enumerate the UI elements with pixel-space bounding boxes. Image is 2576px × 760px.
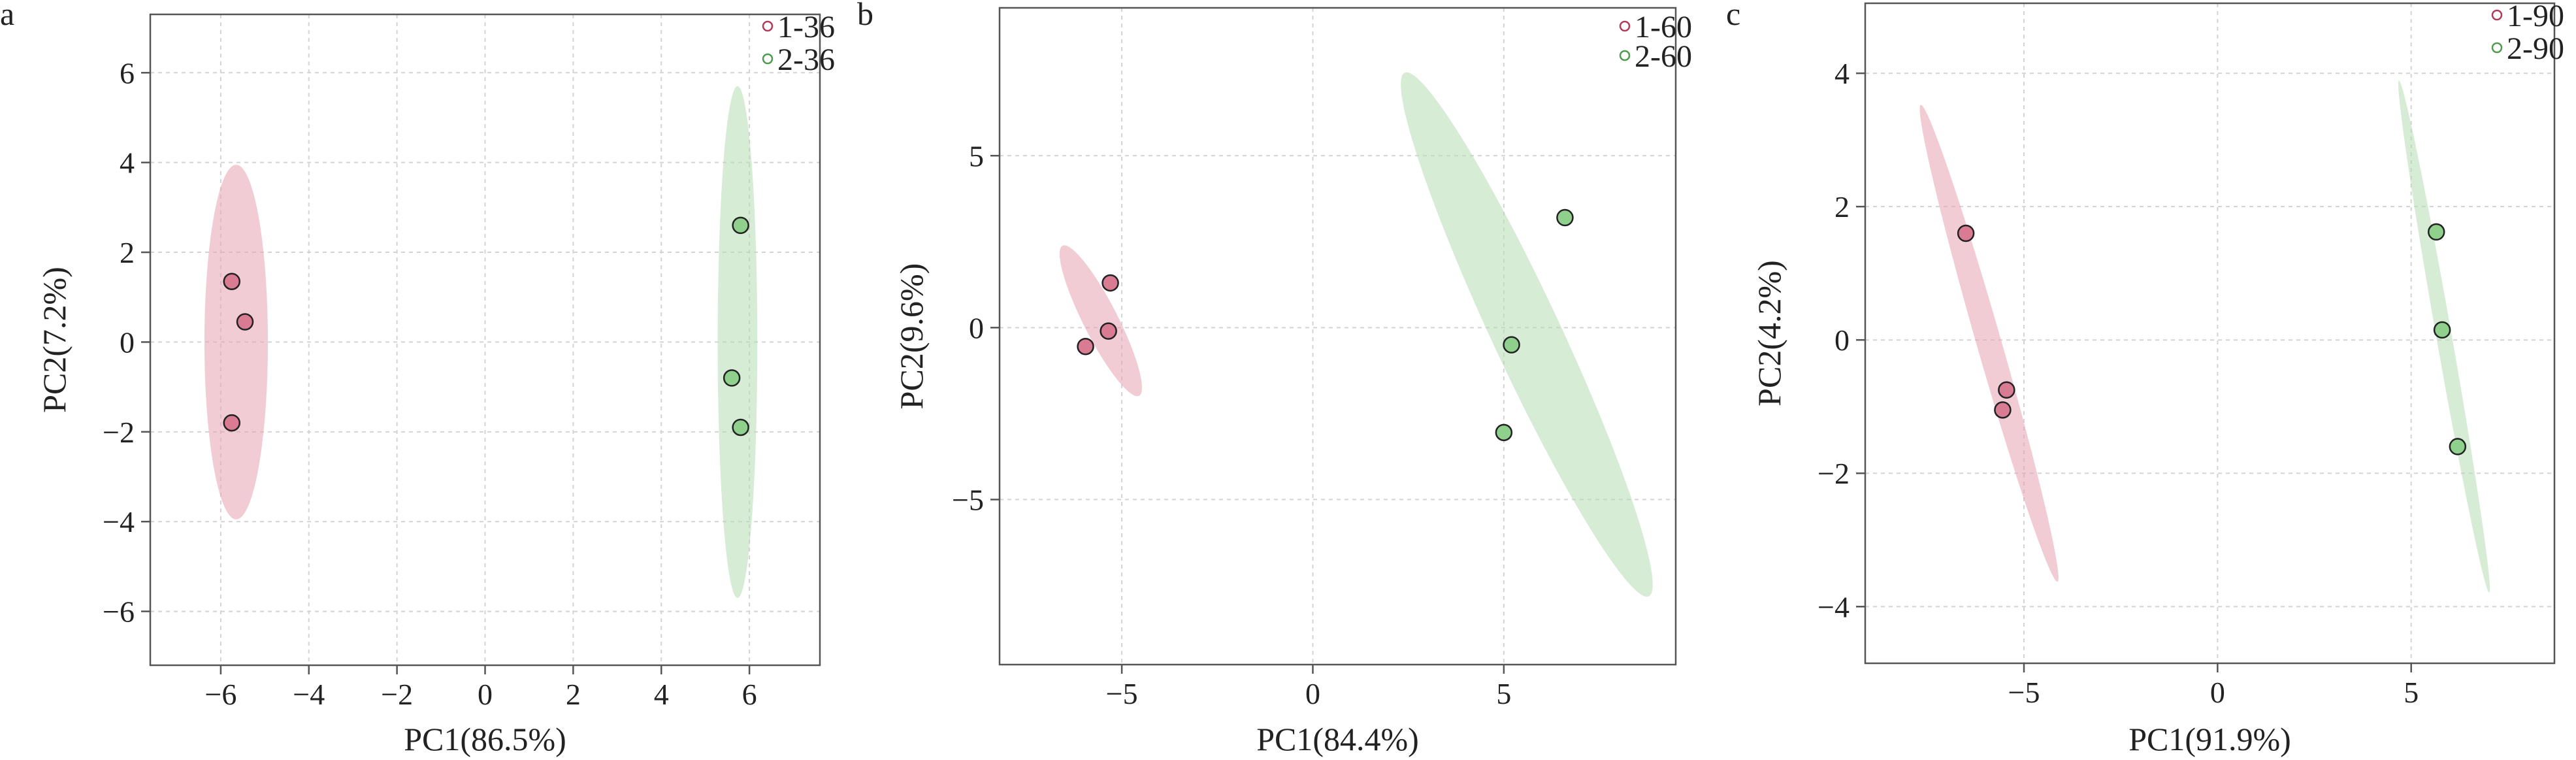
data-point-1-90 xyxy=(1957,224,1975,242)
legend-marker-1-60 xyxy=(1619,20,1631,32)
x-tick-label: −5 xyxy=(2008,676,2040,709)
legend-marker-2-60 xyxy=(1619,50,1631,61)
data-point-2-60 xyxy=(1503,336,1520,354)
y-tick-label: −5 xyxy=(952,483,984,516)
y-tick-label: −2 xyxy=(103,416,135,449)
x-tick-label: 0 xyxy=(2210,676,2225,709)
x-tick-label: −4 xyxy=(293,678,325,711)
legend-marker-1-90 xyxy=(2491,9,2503,21)
x-tick-label: 0 xyxy=(478,678,493,711)
y-axis-title: PC2(7.2%) xyxy=(36,267,73,413)
data-point-2-36 xyxy=(732,418,749,437)
panel-letter: c xyxy=(1726,0,1740,32)
legend: 1-362-36 xyxy=(762,10,835,77)
data-point-1-60 xyxy=(1077,338,1094,355)
x-tick-label: 0 xyxy=(1305,677,1320,710)
x-tick-label: 5 xyxy=(1496,677,1511,710)
pca-panel-b: b −5 0 5 −5 0 5 PC1(84.4%) PC2(9.6%) 1-602-60 xyxy=(857,0,1692,757)
legend-label-2-36: 2-36 xyxy=(777,42,835,77)
data-point-2-90 xyxy=(2427,223,2445,241)
y-tick-label: −4 xyxy=(103,505,135,538)
legend-marker-1-36 xyxy=(762,20,774,32)
x-tick-label: −2 xyxy=(381,678,413,711)
y-axis-title: PC2(4.2%) xyxy=(1751,260,1787,406)
confidence-ellipse-1-90 xyxy=(1919,105,2059,582)
data-point-2-60 xyxy=(1495,423,1513,442)
panel-letter: b xyxy=(857,0,873,32)
legend-marker-2-90 xyxy=(2491,42,2503,54)
x-tick-label: −6 xyxy=(204,678,236,711)
data-point-1-36 xyxy=(223,414,241,432)
data-point-1-36 xyxy=(236,313,254,331)
data-point-2-90 xyxy=(2449,438,2467,455)
y-tick-label: 4 xyxy=(120,146,135,180)
data-point-2-60 xyxy=(1556,208,1574,227)
data-point-2-36 xyxy=(723,369,741,387)
x-tick-label: 6 xyxy=(742,678,757,711)
x-tick-label: −5 xyxy=(1106,677,1138,710)
plot-frame xyxy=(998,7,1677,666)
legend: 1-902-90 xyxy=(2491,0,2564,66)
y-tick-label: 0 xyxy=(969,311,984,344)
pca-panel-a: a −6 −4 −2 0 2 4 6 −6 −4 −2 0 2 4 6 PC1(86.5%) PC2(7.2%)… xyxy=(0,0,835,757)
y-tick-label: 0 xyxy=(1834,323,1850,357)
x-axis-title: PC1(91.9%) xyxy=(2128,721,2291,757)
confidence-ellipse-2-36 xyxy=(717,86,758,598)
legend-label-1-90: 1-90 xyxy=(2507,0,2564,33)
data-point-1-90 xyxy=(1998,381,2015,399)
legend-marker-2-36 xyxy=(762,53,774,65)
legend-label-1-60: 1-60 xyxy=(1635,10,1692,44)
legend-label-1-36: 1-36 xyxy=(777,10,835,44)
y-axis-title: PC2(9.6%) xyxy=(893,263,930,410)
plot-frame xyxy=(1864,2,2556,665)
data-point-1-36 xyxy=(223,273,241,290)
data-point-2-36 xyxy=(732,216,749,235)
data-point-2-90 xyxy=(2433,321,2451,339)
x-tick-label: 4 xyxy=(654,678,669,711)
y-tick-label: 5 xyxy=(969,139,984,173)
data-point-1-60 xyxy=(1101,274,1119,292)
data-point-1-60 xyxy=(1100,322,1117,340)
y-tick-label: −4 xyxy=(1818,590,1850,623)
y-tick-label: 2 xyxy=(1834,190,1850,223)
panel-letter: a xyxy=(0,0,14,32)
y-tick-label: 6 xyxy=(120,56,135,90)
y-tick-label: 4 xyxy=(1834,57,1850,90)
y-tick-label: 0 xyxy=(120,325,135,359)
x-axis-title: PC1(84.4%) xyxy=(1256,721,1419,757)
confidence-ellipse-1-60 xyxy=(1059,245,1143,397)
x-axis-title: PC1(86.5%) xyxy=(404,721,566,757)
legend-label-2-90: 2-90 xyxy=(2507,31,2564,66)
y-tick-label: 2 xyxy=(120,236,135,269)
y-tick-label: −6 xyxy=(103,595,135,629)
x-tick-label: 2 xyxy=(566,678,581,711)
legend: 1-602-60 xyxy=(1619,10,1692,74)
x-tick-label: 5 xyxy=(2404,676,2419,709)
confidence-ellipse-2-60 xyxy=(1401,72,1653,597)
legend-label-2-60: 2-60 xyxy=(1635,39,1692,74)
data-point-1-90 xyxy=(1994,401,2012,419)
pca-panel-c: c −5 0 5 −4 −2 0 2 4 PC1(91.9%) PC2(4.2%) 1-902-90 xyxy=(1726,0,2564,757)
confidence-ellipse-1-36 xyxy=(204,165,269,520)
y-tick-label: −2 xyxy=(1818,457,1850,490)
